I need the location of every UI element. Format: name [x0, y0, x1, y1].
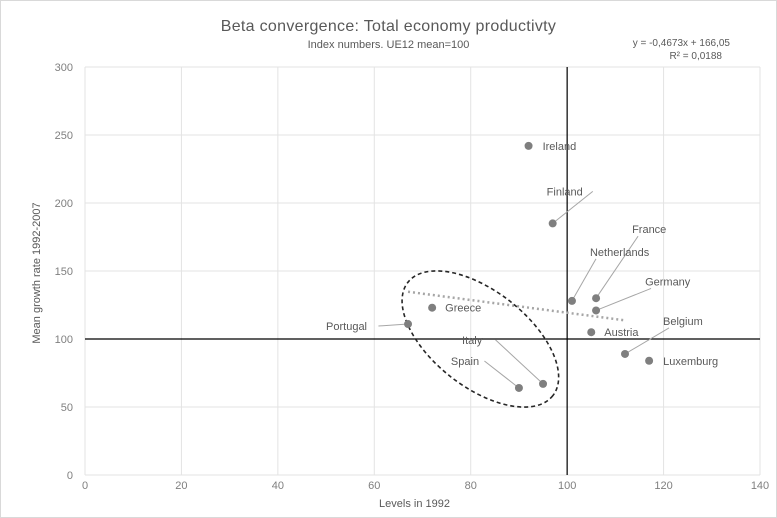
data-point — [404, 320, 413, 329]
y-tick-label: 200 — [55, 198, 73, 210]
x-tick-label: 140 — [751, 480, 769, 492]
data-label: Netherlands — [590, 247, 650, 259]
label-leader-line — [571, 258, 597, 302]
data-point — [514, 383, 523, 392]
y-tick-label: 300 — [55, 62, 73, 74]
x-tick-label: 40 — [272, 480, 284, 492]
data-point — [592, 306, 601, 315]
data-label: Italy — [462, 335, 483, 347]
data-point — [587, 328, 596, 337]
data-point — [567, 296, 576, 305]
label-leader-line — [624, 327, 670, 355]
y-tick-label: 250 — [55, 130, 73, 142]
data-point — [621, 349, 629, 358]
data-label: France — [632, 224, 666, 236]
x-tick-label: 100 — [558, 480, 576, 492]
x-tick-label: 80 — [465, 480, 477, 492]
x-tick-label: 120 — [654, 480, 672, 492]
trendline — [407, 290, 626, 322]
label-leader-line — [378, 323, 409, 327]
trendline-equation: y = -0,4673x + 166,05 — [632, 38, 730, 49]
data-point — [524, 141, 533, 150]
x-tick-label: 60 — [368, 480, 380, 492]
data-label: Greece — [445, 303, 481, 315]
data-label: Ireland — [543, 141, 577, 153]
data-point — [539, 379, 548, 388]
y-tick-label: 50 — [61, 402, 73, 414]
data-point — [428, 303, 437, 312]
chart-title: Beta convergence: Total economy producti… — [220, 18, 557, 35]
label-leader-line — [595, 235, 639, 299]
label-leader-line — [495, 339, 544, 385]
y-axis-title: Mean growth rate 1992-2007 — [31, 202, 43, 343]
y-tick-label: 100 — [55, 334, 73, 346]
label-leader-line — [552, 191, 594, 224]
highlight-ellipse — [401, 270, 560, 408]
data-label: Finland — [547, 186, 583, 198]
data-label: Luxemburg — [663, 356, 718, 368]
data-point — [592, 294, 601, 303]
data-label: Spain — [451, 356, 479, 368]
label-leader-line — [484, 360, 520, 389]
data-label: Portugal — [326, 321, 367, 333]
x-tick-label: 0 — [82, 480, 88, 492]
data-point — [645, 356, 654, 365]
data-label: Germany — [645, 276, 691, 288]
chart-subtitle: Index numbers. UE12 mean=100 — [307, 39, 470, 51]
x-axis-title: Levels in 1992 — [379, 498, 450, 510]
trendline-r-squared: R² = 0,0188 — [669, 51, 722, 62]
y-tick-label: 150 — [55, 266, 73, 278]
x-tick-label: 20 — [175, 480, 187, 492]
data-label: Belgium — [663, 316, 703, 328]
data-label: Austria — [604, 327, 639, 339]
label-leader-line — [595, 287, 652, 311]
y-tick-label: 0 — [67, 470, 73, 482]
data-point — [548, 219, 557, 228]
